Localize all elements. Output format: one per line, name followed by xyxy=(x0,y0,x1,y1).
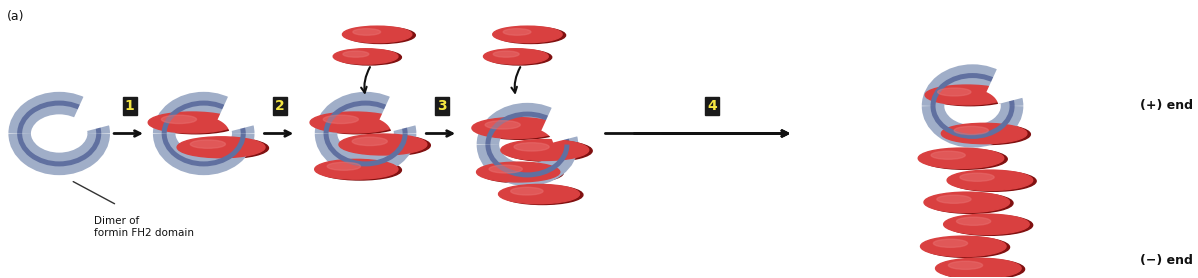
Circle shape xyxy=(486,49,552,65)
Circle shape xyxy=(504,140,592,161)
Circle shape xyxy=(950,171,1036,191)
Circle shape xyxy=(939,259,1024,278)
Circle shape xyxy=(310,112,398,133)
Circle shape xyxy=(938,88,970,96)
Circle shape xyxy=(353,29,381,35)
Circle shape xyxy=(343,135,430,156)
Circle shape xyxy=(928,86,1012,106)
Circle shape xyxy=(510,187,543,195)
Circle shape xyxy=(319,160,401,180)
Circle shape xyxy=(937,195,972,203)
Circle shape xyxy=(162,115,196,123)
Circle shape xyxy=(501,140,588,160)
Circle shape xyxy=(502,185,583,205)
Circle shape xyxy=(477,162,559,182)
Circle shape xyxy=(924,237,1010,257)
Circle shape xyxy=(921,149,1008,169)
Circle shape xyxy=(942,123,1027,144)
Text: 4: 4 xyxy=(708,99,718,113)
Circle shape xyxy=(948,215,1033,235)
Circle shape xyxy=(927,193,1014,213)
Circle shape xyxy=(936,258,1021,278)
Circle shape xyxy=(489,165,522,173)
Circle shape xyxy=(323,115,358,123)
Circle shape xyxy=(327,162,361,170)
Circle shape xyxy=(514,143,549,151)
Text: (−) end: (−) end xyxy=(1140,254,1193,267)
Circle shape xyxy=(960,173,994,181)
Circle shape xyxy=(152,113,240,134)
Circle shape xyxy=(503,29,531,35)
Circle shape xyxy=(494,51,519,57)
Circle shape xyxy=(339,134,426,155)
Circle shape xyxy=(925,85,1009,105)
Circle shape xyxy=(484,49,549,64)
Circle shape xyxy=(346,27,416,43)
Circle shape xyxy=(480,163,563,183)
Circle shape xyxy=(956,217,991,225)
Text: 2: 2 xyxy=(276,99,285,113)
Text: Dimer of
formin FH2 domain: Dimer of formin FH2 domain xyxy=(93,216,194,238)
Circle shape xyxy=(944,214,1029,235)
Circle shape xyxy=(496,27,565,43)
Circle shape xyxy=(190,140,225,148)
Circle shape xyxy=(485,121,520,129)
Circle shape xyxy=(315,159,398,179)
Circle shape xyxy=(314,113,401,134)
Circle shape xyxy=(918,148,1004,168)
Circle shape xyxy=(933,239,968,247)
Circle shape xyxy=(333,49,398,64)
Circle shape xyxy=(352,137,387,146)
Circle shape xyxy=(181,138,268,158)
Circle shape xyxy=(920,236,1006,257)
Circle shape xyxy=(924,192,1010,212)
Circle shape xyxy=(343,26,412,43)
Circle shape xyxy=(177,137,265,158)
Text: 1: 1 xyxy=(125,99,134,113)
Circle shape xyxy=(343,51,369,57)
Circle shape xyxy=(492,26,562,43)
Circle shape xyxy=(931,151,966,159)
Circle shape xyxy=(498,184,580,204)
Circle shape xyxy=(337,49,401,65)
Circle shape xyxy=(954,126,988,135)
Text: (+) end: (+) end xyxy=(1140,100,1193,113)
Circle shape xyxy=(949,261,982,269)
Circle shape xyxy=(472,118,559,138)
Text: (a): (a) xyxy=(7,10,25,23)
Circle shape xyxy=(948,170,1033,190)
Circle shape xyxy=(945,124,1030,145)
Circle shape xyxy=(476,118,563,139)
Circle shape xyxy=(149,112,236,133)
Text: 3: 3 xyxy=(437,99,447,113)
